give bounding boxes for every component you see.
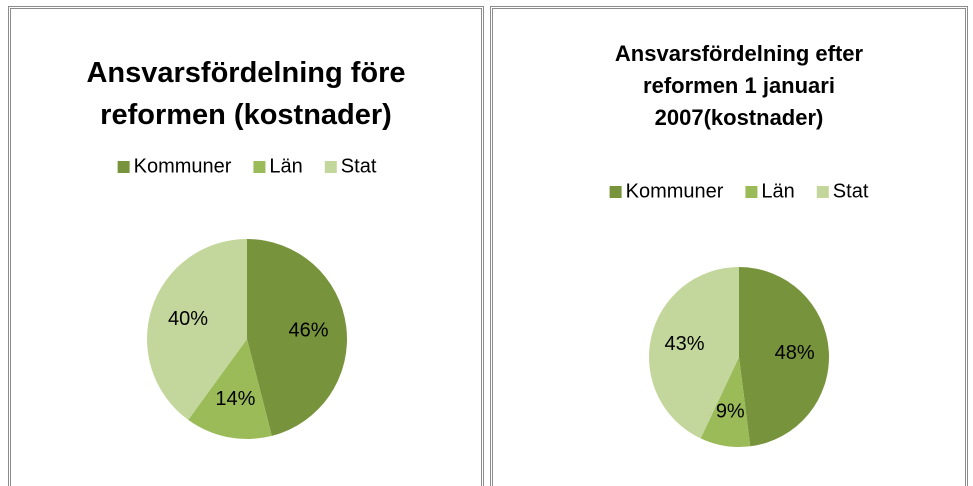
data-label: 48%: [775, 342, 815, 364]
data-label: 9%: [716, 400, 745, 422]
legend-label: Kommuner: [134, 155, 232, 177]
legend-label: Stat: [833, 180, 869, 202]
pie-slice: [247, 239, 348, 436]
legend-swatch: [609, 186, 622, 198]
legend-swatch: [745, 186, 758, 198]
legend-label: Län: [761, 180, 794, 202]
data-label: 14%: [215, 388, 255, 410]
pie-slice: [146, 239, 247, 420]
legend-swatch: [253, 161, 266, 173]
data-label: 46%: [288, 320, 328, 342]
legend-swatch: [324, 161, 337, 173]
legend-label: Län: [269, 155, 302, 177]
legend-label: Kommuner: [626, 180, 724, 202]
legend-label: Stat: [341, 155, 377, 177]
pie-slice: [648, 267, 739, 439]
legend-swatch: [117, 161, 130, 173]
chart-title: Ansvarsfördelning efter reformen 1 janua…: [614, 41, 864, 130]
pie-slice: [700, 357, 751, 447]
pie-slice: [739, 267, 829, 447]
chart-title: Ansvarsfördelning före reformen (kostnad…: [86, 57, 406, 132]
chart-panel: [490, 6, 968, 486]
chart-panel: [8, 6, 484, 486]
data-label: 40%: [168, 308, 208, 330]
pie-slice: [188, 339, 272, 439]
data-label: 43%: [665, 333, 705, 355]
legend-swatch: [816, 186, 829, 198]
